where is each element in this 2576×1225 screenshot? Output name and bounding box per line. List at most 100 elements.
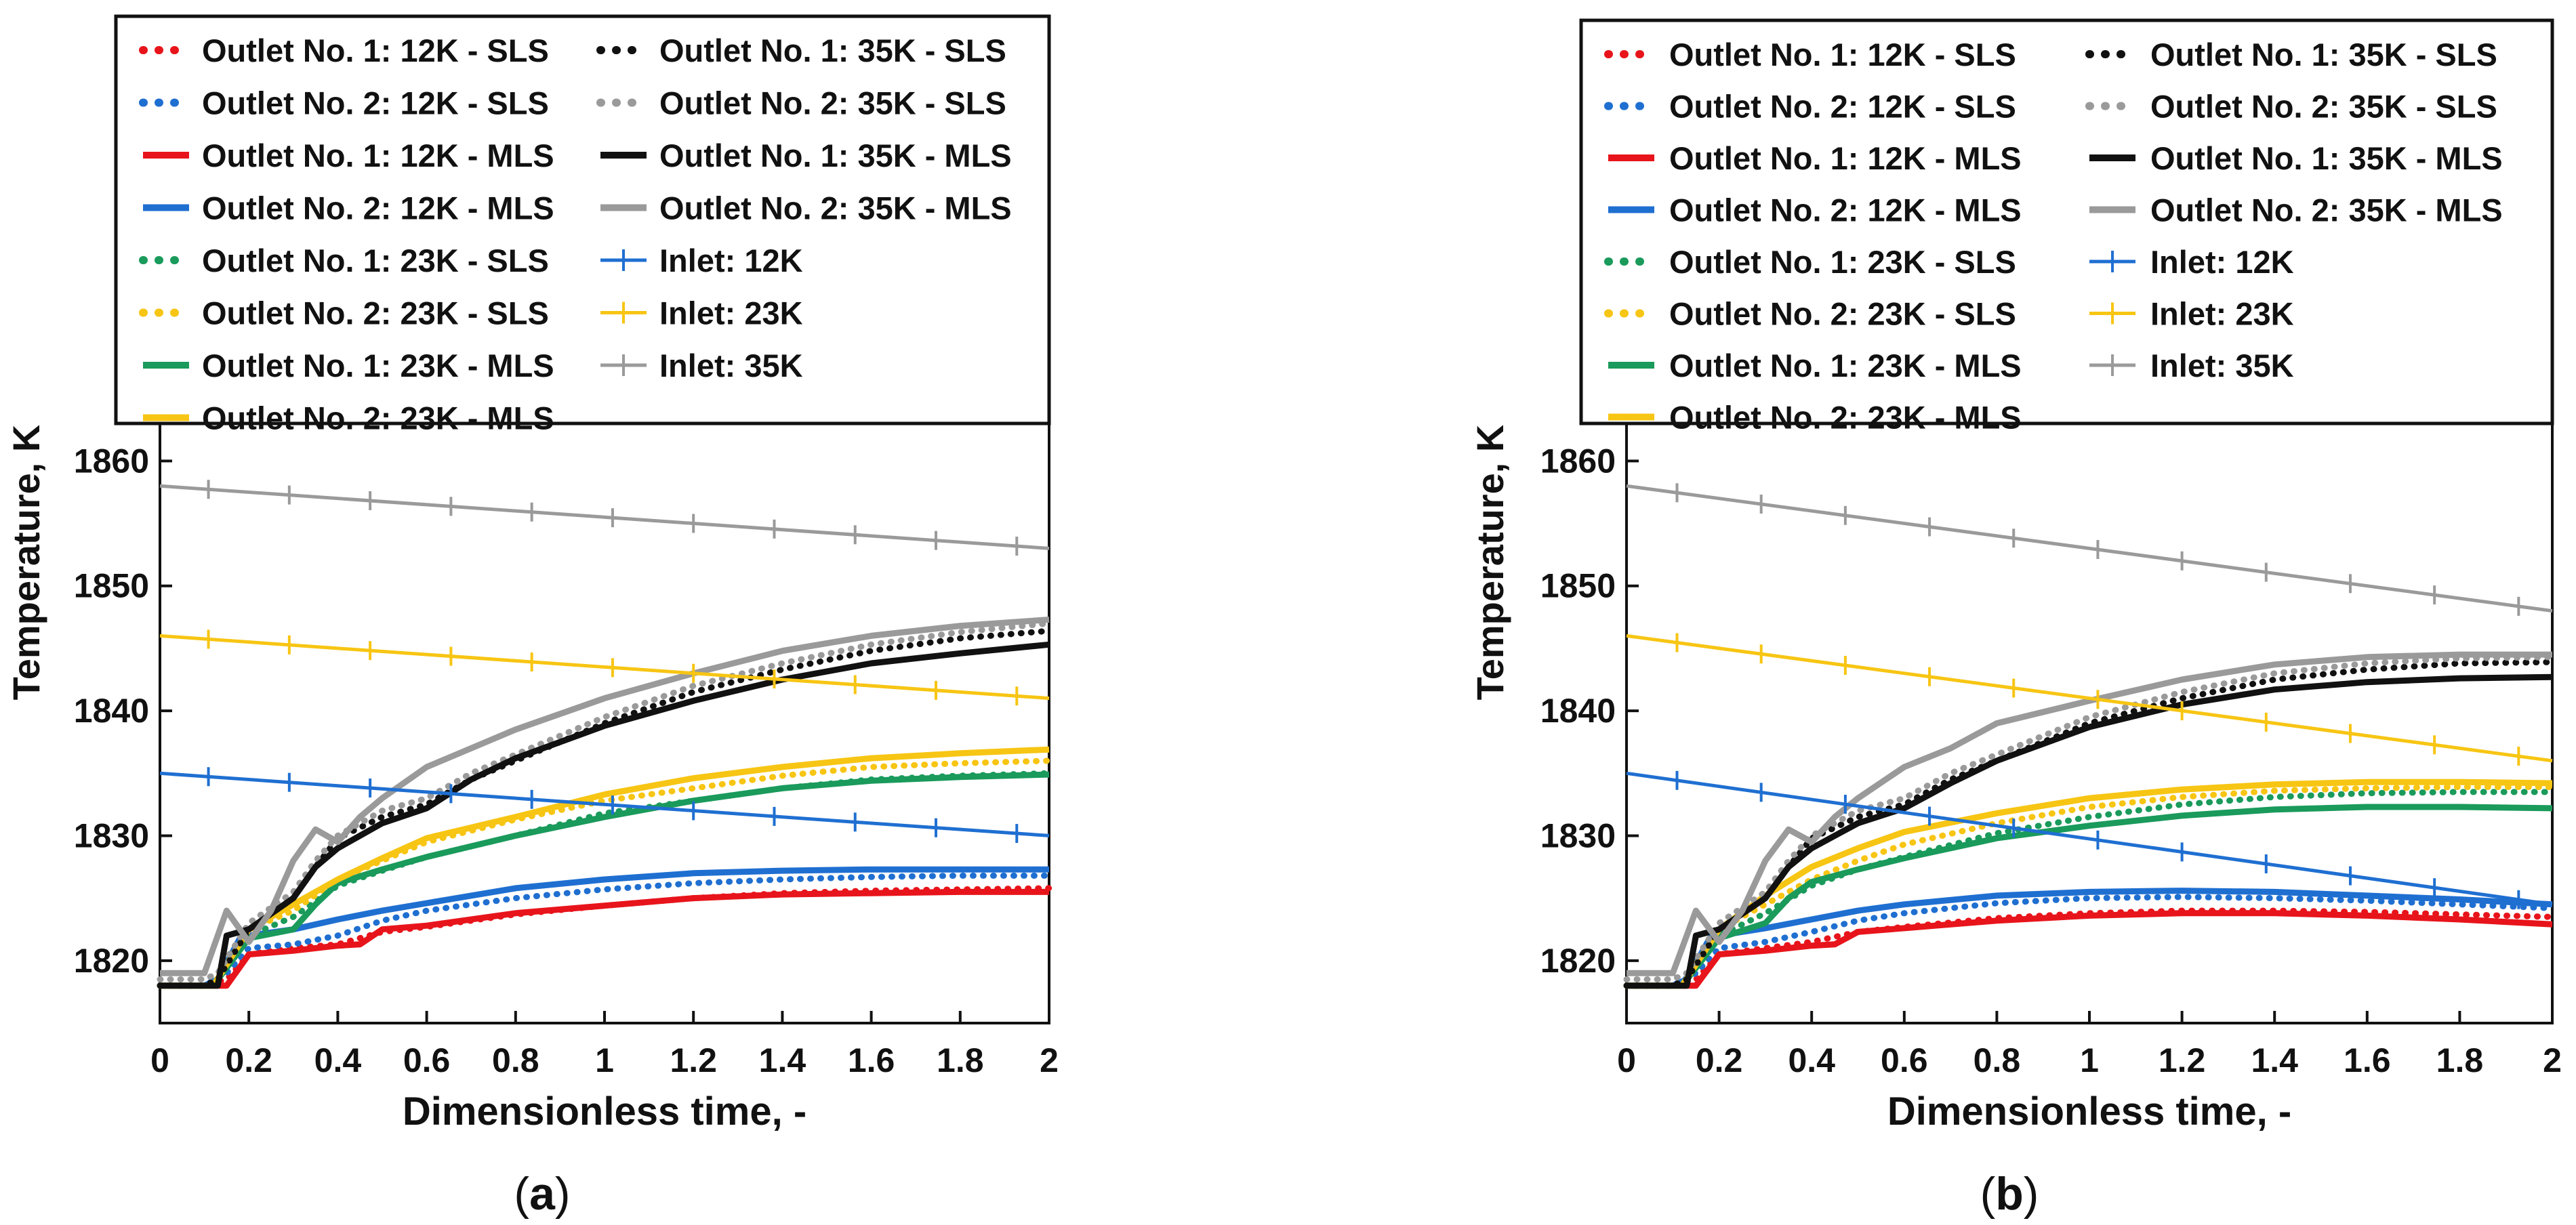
panel-b-x-tick-label: 1 bbox=[2080, 1041, 2099, 1079]
panel-b-legend-label-outlet-no-2-35k-mls: Outlet No. 2: 35K - MLS bbox=[2150, 192, 2503, 228]
panel-a-legend-label-outlet-no-2-35k-sls: Outlet No. 2: 35K - SLS bbox=[659, 85, 1006, 121]
panel-b-caption-letter: b bbox=[1995, 1168, 2024, 1220]
panel-a-legend-label-outlet-no-1-35k-mls: Outlet No. 1: 35K - MLS bbox=[659, 138, 1012, 173]
panel-b-series-outlet-no-2-12k-sls bbox=[1623, 894, 2556, 989]
panel-a-x-tick-label: 1.4 bbox=[759, 1041, 806, 1079]
panel-b-series-inlet-35k bbox=[1626, 484, 2553, 613]
panel-b-legend-label-outlet-no-2-35k-sls: Outlet No. 2: 35K - SLS bbox=[2150, 89, 2497, 125]
panel-a-legend-label-outlet-no-2-12k-mls: Outlet No. 2: 12K - MLS bbox=[202, 190, 554, 226]
panel-b-series-outlet-no-2-23k-sls bbox=[1623, 784, 2556, 989]
panel-a-y-tick-label: 1830 bbox=[74, 816, 149, 854]
panel-a-legend-label-outlet-no-2-23k-sls: Outlet No. 2: 23K - SLS bbox=[202, 295, 549, 331]
panel-b-caption-close: ) bbox=[2024, 1168, 2039, 1220]
panel-b-caption: (b) bbox=[1980, 1168, 2039, 1220]
panel-a-y-tick-label: 1860 bbox=[74, 442, 149, 480]
panel-a-x-tick-label: 1.2 bbox=[670, 1041, 717, 1079]
panel-b-y-tick-label: 1850 bbox=[1540, 567, 1616, 605]
panel-a-caption-open: ( bbox=[514, 1168, 529, 1220]
panel-b-x-tick-label: 1.4 bbox=[2251, 1041, 2298, 1079]
panel-a-y-tick-label: 1820 bbox=[74, 942, 149, 980]
panel-a-caption: (a) bbox=[514, 1168, 570, 1220]
panel-b-series-outlet-no-1-12k-mls bbox=[1627, 910, 2553, 989]
panel-b-x-tick-label: 2 bbox=[2543, 1041, 2562, 1079]
panel-b-legend-box bbox=[1579, 18, 2554, 425]
panel-a-x-tick-label: 0.4 bbox=[314, 1041, 362, 1079]
panel-b-series-inlet-23k bbox=[1626, 634, 2553, 763]
panel-a-x-axis-label: Dimensionless time, - bbox=[403, 1089, 806, 1134]
panel-a-legend-label-outlet-no-1-23k-mls: Outlet No. 1: 23K - MLS bbox=[202, 348, 554, 383]
panel-a-x-tick-label: 1.8 bbox=[937, 1041, 984, 1079]
panel-b-x-tick-label: 1.6 bbox=[2344, 1041, 2391, 1079]
panel-b-y-axis-label: Temperature, K bbox=[1469, 425, 1511, 701]
panel-b-x-tick-label: 0.6 bbox=[1881, 1041, 1928, 1079]
panel-a-series-inlet-23k bbox=[159, 634, 1050, 701]
panel-a-caption-close: ) bbox=[555, 1168, 571, 1220]
panel-b-series-outlet-no-2-23k-mls bbox=[1627, 778, 2553, 989]
panel-b-x-axis-label: Dimensionless time, - bbox=[1887, 1089, 2291, 1134]
panel-b-series-outlet-no-1-23k-sls bbox=[1623, 789, 2556, 989]
panel-a-caption-letter: a bbox=[529, 1168, 556, 1220]
panel-b-y-tick-label: 1820 bbox=[1540, 942, 1616, 980]
panel-a-legend-label-outlet-no-1-12k-mls: Outlet No. 1: 12K - MLS bbox=[202, 138, 554, 173]
panel-b-legend-label-outlet-no-2-12k-mls: Outlet No. 2: 12K - MLS bbox=[1669, 192, 2022, 228]
panel-b-y-tick-label: 1830 bbox=[1540, 816, 1616, 854]
panel-a: 0 0.2 0.4 0.6 0.8 1 1.2 1.4 1.6 1.8 2 1820 1830 1840 1… bbox=[5, 14, 1059, 1134]
panel-b-x-tick-label: 0.4 bbox=[1788, 1041, 1835, 1079]
panel-a-x-tick-label: 0.6 bbox=[403, 1041, 451, 1079]
panel-b-legend-label-outlet-no-1-12k-sls: Outlet No. 1: 12K - SLS bbox=[1669, 37, 2016, 72]
panel-a-legend-label-inlet-23k: Inlet: 23K bbox=[659, 295, 803, 331]
panel-a-legend-label-inlet-12k: Inlet: 12K bbox=[659, 243, 803, 278]
panel-b-legend-label-inlet-35k: Inlet: 35K bbox=[2150, 348, 2294, 383]
panel-a-series-outlet-no-2-35k-mls bbox=[160, 617, 1050, 976]
panel-a-series-inlet-35k bbox=[159, 484, 1050, 550]
panel-b-legend-label-inlet-23k: Inlet: 23K bbox=[2150, 296, 2294, 332]
panel-a-series-inlet-12k bbox=[159, 771, 1050, 837]
panel-a-legend-label-inlet-35k: Inlet: 35K bbox=[659, 348, 803, 383]
panel-a-y-axis-label: Temperature, K bbox=[5, 425, 47, 701]
panel-b-legend-label-outlet-no-1-23k-sls: Outlet No. 1: 23K - SLS bbox=[1669, 244, 2016, 280]
panel-b-series-inlet-12k bbox=[1626, 771, 2553, 907]
panel-a-legend-label-outlet-no-2-23k-mls: Outlet No. 2: 23K - MLS bbox=[202, 400, 554, 436]
panel-a-y-tick-label: 1840 bbox=[74, 692, 149, 730]
panel-a-series-outlet-no-1-12k-mls bbox=[160, 888, 1049, 989]
panel-b-legend-label-outlet-no-2-23k-sls: Outlet No. 2: 23K - SLS bbox=[1669, 296, 2016, 332]
panel-a-x-tick-label: 0 bbox=[150, 1041, 169, 1079]
panel-a-x-tick-label: 0.2 bbox=[225, 1041, 272, 1079]
panel-b-x-tick-label: 1.2 bbox=[2159, 1041, 2206, 1079]
panel-b-legend-label-inlet-12k: Inlet: 12K bbox=[2150, 244, 2294, 280]
panel-b-x-tick-label: 0.8 bbox=[1974, 1041, 2021, 1079]
panel-b-y-tick-label: 1860 bbox=[1540, 442, 1616, 480]
panel-b-legend-label-outlet-no-1-12k-mls: Outlet No. 1: 12K - MLS bbox=[1669, 140, 2022, 176]
panel-b-y-tick-label: 1840 bbox=[1540, 692, 1616, 730]
panel-b-caption-open: ( bbox=[1980, 1168, 1996, 1220]
panel-b-x-tick-label: 0 bbox=[1617, 1041, 1636, 1079]
panel-a-legend-label-outlet-no-1-35k-sls: Outlet No. 1: 35K - SLS bbox=[659, 33, 1006, 68]
panel-a-legend-label-outlet-no-2-35k-mls: Outlet No. 2: 35K - MLS bbox=[659, 190, 1012, 226]
panel-b-plot-frame bbox=[1625, 422, 2554, 1024]
panel-b-x-tick-label: 0.2 bbox=[1696, 1041, 1743, 1079]
panel-b-x-tick-label: 1.8 bbox=[2436, 1041, 2484, 1079]
panel-a-x-tick-label: 1 bbox=[595, 1041, 614, 1079]
panel-a-legend-label-outlet-no-1-23k-sls: Outlet No. 1: 23K - SLS bbox=[202, 243, 549, 278]
panel-b: 0 0.2 0.4 0.6 0.8 1 1.2 1.4 1.6 1.8 2 1820 1830 1840 1… bbox=[1469, 18, 2562, 1134]
panel-a-y-tick-label: 1850 bbox=[74, 567, 149, 605]
panel-b-series-outlet-no-2-35k-sls bbox=[1623, 654, 2556, 982]
panel-a-series-outlet-no-2-23k-sls bbox=[157, 757, 1052, 989]
panel-a-x-tick-label: 1.6 bbox=[848, 1041, 895, 1079]
panel-b-legend-label-outlet-no-2-23k-mls: Outlet No. 2: 23K - MLS bbox=[1669, 400, 2022, 436]
panel-a-legend-label-outlet-no-2-12k-sls: Outlet No. 2: 12K - SLS bbox=[202, 85, 549, 121]
panel-a-x-tick-label: 0.8 bbox=[492, 1041, 539, 1079]
panel-a-series-outlet-no-2-35k-sls bbox=[157, 620, 1052, 982]
panel-a-legend-label-outlet-no-1-12k-sls: Outlet No. 1: 12K - SLS bbox=[202, 33, 549, 68]
panel-b-legend-label-outlet-no-1-35k-sls: Outlet No. 1: 35K - SLS bbox=[2150, 37, 2497, 72]
panel-a-legend-box bbox=[114, 14, 1051, 425]
panel-b-series-outlet-no-1-35k-sls bbox=[1623, 659, 2556, 989]
panel-b-series-outlet-no-1-35k-mls bbox=[1627, 673, 2553, 989]
panel-b-legend-label-outlet-no-1-23k-mls: Outlet No. 1: 23K - MLS bbox=[1669, 348, 2022, 383]
panel-b-legend-label-outlet-no-1-35k-mls: Outlet No. 1: 35K - MLS bbox=[2150, 140, 2503, 176]
panel-a-series-outlet-no-1-35k-sls bbox=[157, 627, 1052, 989]
panel-b-legend-label-outlet-no-2-12k-sls: Outlet No. 2: 12K - SLS bbox=[1669, 89, 2016, 125]
panel-a-x-tick-label: 2 bbox=[1040, 1041, 1059, 1079]
panel-a-series-outlet-no-2-12k-sls bbox=[157, 872, 1052, 989]
